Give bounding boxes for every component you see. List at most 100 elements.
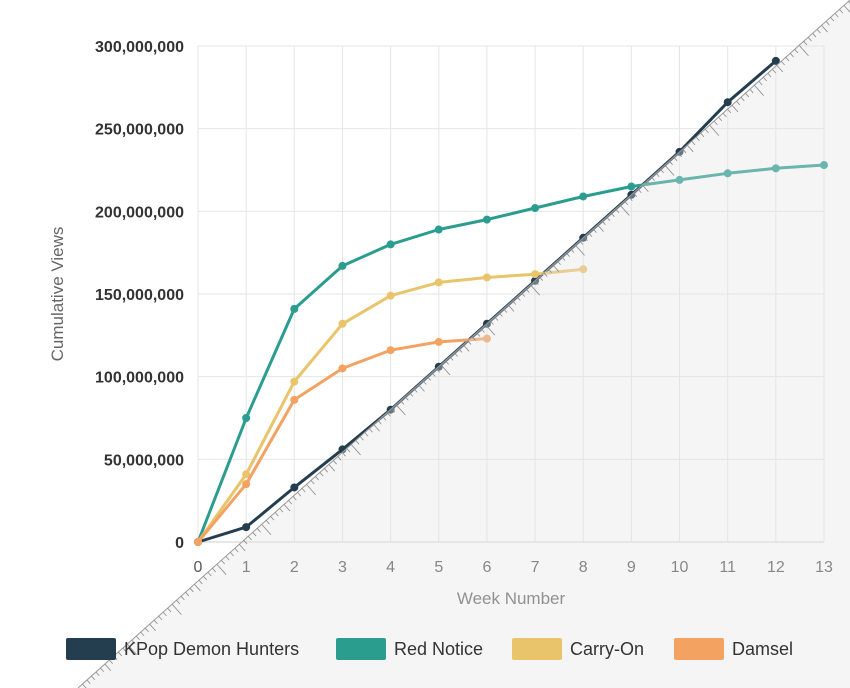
data-point bbox=[434, 278, 443, 287]
legend-swatch bbox=[512, 638, 562, 660]
data-point bbox=[338, 445, 347, 454]
ruler-tick bbox=[682, 148, 687, 154]
ruler-tick bbox=[131, 639, 136, 645]
ruler-tick bbox=[574, 244, 585, 256]
ruler-tick bbox=[709, 124, 720, 136]
series-3 bbox=[194, 334, 491, 546]
ruler-tick bbox=[189, 587, 194, 593]
ruler-tick bbox=[445, 360, 449, 365]
ruler-tick bbox=[386, 412, 391, 417]
ruler-tick bbox=[279, 508, 284, 513]
ruler-tick bbox=[534, 280, 539, 285]
legend-item[interactable]: KPop Demon Hunters bbox=[66, 638, 299, 660]
ruler-tick bbox=[570, 248, 575, 253]
ruler-tick bbox=[583, 236, 588, 241]
ruler-tick bbox=[539, 276, 543, 281]
ruler-tick bbox=[776, 64, 784, 73]
legend-item[interactable]: Carry-On bbox=[512, 638, 644, 660]
legend-item[interactable]: Red Notice bbox=[336, 638, 483, 660]
ruler-tick bbox=[565, 252, 570, 257]
x-tick-label: 4 bbox=[386, 559, 395, 576]
ruler-tick bbox=[194, 583, 201, 592]
x-tick-label: 2 bbox=[290, 559, 299, 576]
ruler-tick bbox=[368, 428, 373, 433]
ruler-tick bbox=[615, 208, 620, 213]
ruler-tick bbox=[91, 675, 96, 681]
ruler-tick bbox=[453, 352, 458, 357]
series-2 bbox=[194, 265, 588, 546]
ruler-tick bbox=[274, 512, 279, 517]
ruler-tick bbox=[185, 591, 190, 597]
ruler-tick bbox=[109, 659, 113, 665]
ruler-tick bbox=[431, 372, 436, 377]
series-1 bbox=[194, 161, 828, 546]
ruler-tick bbox=[140, 631, 145, 637]
ruler-tick bbox=[754, 84, 764, 96]
ruler-tick bbox=[328, 464, 336, 472]
ruler-tick bbox=[610, 212, 615, 217]
ruler-tick bbox=[789, 53, 794, 58]
ruler-tick bbox=[512, 300, 517, 305]
data-point bbox=[386, 291, 395, 300]
ruler-tick bbox=[301, 488, 306, 493]
ruler-tick bbox=[637, 188, 642, 194]
ruler-tick bbox=[543, 272, 548, 277]
data-point bbox=[290, 304, 299, 313]
ruler-tick bbox=[830, 17, 835, 22]
ruler-tick bbox=[221, 559, 225, 565]
legend-item[interactable]: Damsel bbox=[674, 638, 793, 660]
ruler-tick bbox=[660, 168, 664, 174]
data-point bbox=[338, 261, 347, 270]
ruler-tick bbox=[149, 623, 156, 632]
ruler-tick bbox=[834, 13, 839, 18]
ruler-tick bbox=[283, 504, 291, 512]
data-point bbox=[723, 169, 732, 178]
ruler-tick bbox=[740, 96, 745, 102]
legend-label: Carry-On bbox=[570, 639, 644, 659]
ruler-tick bbox=[794, 49, 799, 54]
y-tick-label: 250,000,000 bbox=[95, 122, 184, 139]
ruler-tick bbox=[624, 200, 629, 205]
ruler-tick bbox=[359, 436, 364, 441]
y-axis-ticks: 0 50,000,000 100,000,000 150,000,000 200,000… bbox=[95, 39, 184, 552]
ruler-tick bbox=[668, 160, 673, 166]
ruler-tick bbox=[373, 424, 380, 432]
x-tick-label: 9 bbox=[627, 559, 636, 576]
ruler-tick bbox=[422, 380, 427, 385]
ruler-tick bbox=[763, 76, 767, 82]
ruler-tick bbox=[745, 92, 750, 98]
ruler-tick bbox=[807, 37, 812, 42]
x-tick-label: 10 bbox=[671, 559, 689, 576]
data-point bbox=[290, 483, 299, 492]
ruler-tick bbox=[176, 599, 181, 605]
data-point bbox=[579, 192, 588, 201]
ruler-tick bbox=[104, 663, 112, 672]
ruler-tick bbox=[382, 416, 387, 421]
ruler-tick bbox=[642, 184, 649, 193]
ruler-tick bbox=[727, 108, 732, 114]
ruler-tick bbox=[100, 667, 105, 673]
data-point bbox=[820, 161, 828, 170]
ruler-tick bbox=[391, 408, 396, 413]
ruler-tick bbox=[118, 651, 122, 657]
ruler-tick bbox=[767, 72, 772, 78]
ruler-tick bbox=[556, 260, 561, 265]
ruler-tick bbox=[480, 328, 485, 333]
ruler-tick bbox=[798, 45, 809, 57]
data-point bbox=[338, 364, 347, 373]
y-tick-label: 200,000,000 bbox=[95, 204, 184, 221]
ruler-tick bbox=[516, 296, 521, 301]
data-point bbox=[627, 182, 636, 191]
ruler-tick bbox=[346, 448, 351, 453]
data-point bbox=[579, 265, 588, 274]
ruler-tick bbox=[628, 196, 633, 201]
ruler-tick bbox=[162, 611, 167, 617]
ruler-tick bbox=[234, 548, 239, 553]
data-point bbox=[386, 346, 395, 355]
ruler-tick bbox=[458, 348, 463, 353]
ruler-tick bbox=[310, 480, 315, 485]
data-point bbox=[531, 204, 540, 213]
y-tick-label: 100,000,000 bbox=[95, 370, 184, 387]
x-tick-label: 8 bbox=[579, 559, 588, 576]
legend: KPop Demon Hunters Red Notice Carry-On Dams… bbox=[66, 638, 793, 660]
